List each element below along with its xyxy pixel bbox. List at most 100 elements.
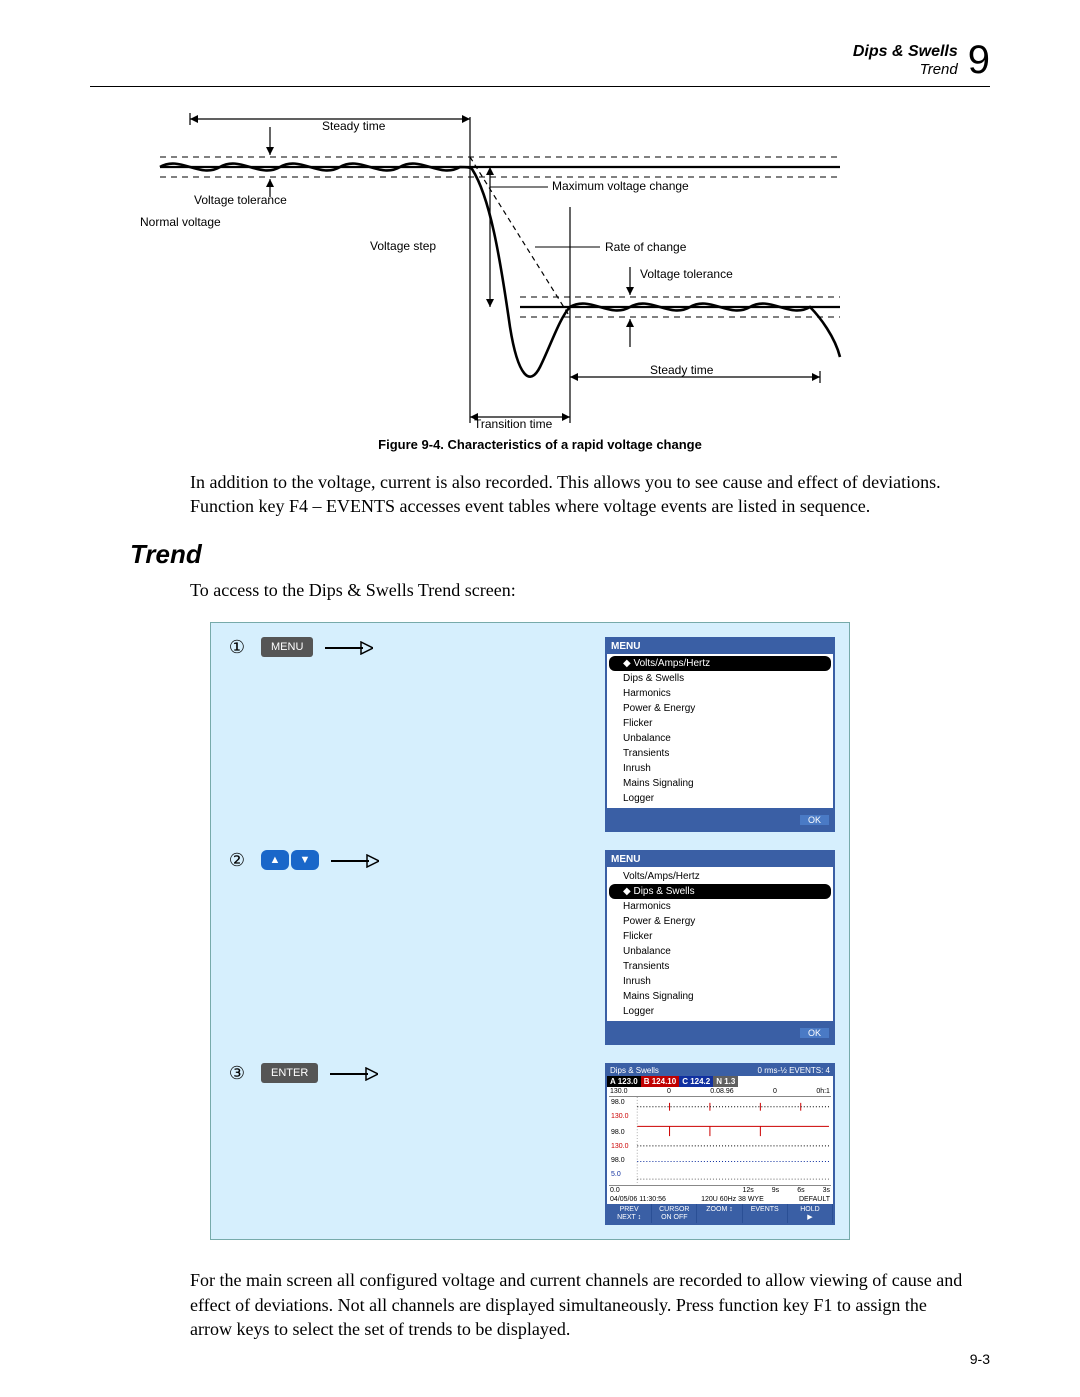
label-voltage-step: Voltage step: [370, 239, 436, 253]
menu-item[interactable]: Logger: [609, 791, 831, 806]
menu-item[interactable]: Transients: [609, 746, 831, 761]
trend-value-cell: N 1.3: [713, 1076, 738, 1087]
steps-box: ① MENU MENU ◆ Volts/Amps/HertzDips & Swe…: [210, 622, 850, 1240]
ok-button-1[interactable]: OK: [800, 815, 829, 825]
section-heading-trend: Trend: [130, 539, 990, 570]
menu-item[interactable]: Logger: [609, 1004, 831, 1019]
ok-button-2[interactable]: OK: [800, 1028, 829, 1038]
soft-key[interactable]: EVENTS: [743, 1204, 788, 1223]
trend-bottom-axis: 0.0 12s 9s 6s 3s: [607, 1186, 833, 1195]
trend-value-cell: A 123.0: [607, 1076, 641, 1087]
paragraph-2: To access to the Dips & Swells Trend scr…: [190, 578, 970, 602]
plot-y-label: 98.0: [611, 1157, 625, 1164]
soft-key[interactable]: CURSORON OFF: [652, 1204, 697, 1223]
axis-tick: 130.0: [610, 1088, 628, 1095]
axis-tick: 0: [773, 1088, 777, 1095]
step-number-1: ①: [225, 637, 249, 658]
menu-item[interactable]: Harmonics: [609, 686, 831, 701]
trend-value-cell: C 124.2: [679, 1076, 713, 1087]
figure-caption: Figure 9-4. Characteristics of a rapid v…: [90, 437, 990, 452]
menu-item[interactable]: ◆ Dips & Swells: [609, 884, 831, 899]
trend-title-left: Dips & Swells: [610, 1066, 659, 1075]
page-header: Dips & Swells Trend 9: [90, 40, 990, 87]
paragraph-1: In addition to the voltage, current is a…: [190, 470, 970, 519]
menu-list-2: Volts/Amps/Hertz◆ Dips & SwellsHarmonics…: [607, 867, 833, 1021]
menu-screen-1: MENU ◆ Volts/Amps/HertzDips & SwellsHarm…: [605, 637, 835, 832]
menu-item[interactable]: ◆ Volts/Amps/Hertz: [609, 656, 831, 671]
menu-item[interactable]: Harmonics: [609, 899, 831, 914]
label-normal-voltage: Normal voltage: [140, 215, 221, 229]
label-steady-time-bottom: Steady time: [650, 363, 713, 377]
menu-item[interactable]: Power & Energy: [609, 914, 831, 929]
axis-tick: 0: [667, 1088, 671, 1095]
trend-mode: DEFAULT: [799, 1196, 830, 1203]
menu-item[interactable]: Flicker: [609, 929, 831, 944]
plot-y-label: 98.0: [611, 1099, 625, 1106]
menu-button[interactable]: MENU: [261, 637, 313, 657]
menu-item[interactable]: Unbalance: [609, 944, 831, 959]
trend-screen: Dips & Swells 0 rms-½ EVENTS: 4 A 123.0B…: [605, 1063, 835, 1225]
soft-key[interactable]: ZOOM ↕: [697, 1204, 742, 1223]
trend-top-axis: 130.000.08.9600h:1: [607, 1087, 833, 1096]
soft-key[interactable]: HOLD▶: [788, 1204, 833, 1223]
ok-bar-1: OK: [607, 808, 833, 830]
header-text: Dips & Swells Trend: [853, 43, 958, 78]
plot-y-label: 130.0: [611, 1143, 629, 1150]
trend-plot: 98.0130.098.0130.098.05.0: [609, 1096, 831, 1186]
label-voltage-tolerance-top: Voltage tolerance: [194, 193, 287, 207]
arrow-keys[interactable]: ▲ ▼: [261, 850, 319, 870]
down-arrow-key[interactable]: ▼: [291, 850, 319, 870]
diagram-svg: [140, 107, 860, 427]
menu-item[interactable]: Mains Signaling: [609, 776, 831, 791]
menu-item[interactable]: Inrush: [609, 974, 831, 989]
label-transition-time: Transition time: [474, 417, 552, 431]
up-arrow-key[interactable]: ▲: [261, 850, 289, 870]
trend-value-cell: B 124.10: [641, 1076, 679, 1087]
menu-list-1: ◆ Volts/Amps/HertzDips & SwellsHarmonics…: [607, 654, 833, 808]
menu-item[interactable]: Dips & Swells: [609, 671, 831, 686]
menu-item[interactable]: Inrush: [609, 761, 831, 776]
trend-ticks: 12s 9s 6s 3s: [742, 1187, 830, 1194]
axis-tick: 3s: [823, 1187, 830, 1194]
axis-tick: 6s: [797, 1187, 804, 1194]
ok-bar-2: OK: [607, 1021, 833, 1043]
menu-screen-2: MENU Volts/Amps/Hertz◆ Dips & SwellsHarm…: [605, 850, 835, 1045]
menu-item[interactable]: Unbalance: [609, 731, 831, 746]
page-number: 9-3: [970, 1351, 990, 1367]
step-row-2: ② ▲ ▼ MENU Volts/Amps/Hertz◆ Dips & Swel…: [225, 850, 835, 1045]
plot-y-label: 130.0: [611, 1113, 629, 1120]
step-number-2: ②: [225, 850, 249, 871]
step-row-1: ① MENU MENU ◆ Volts/Amps/HertzDips & Swe…: [225, 637, 835, 832]
paragraph-3: For the main screen all configured volta…: [190, 1268, 970, 1341]
header-subtitle: Trend: [853, 61, 958, 78]
menu-item[interactable]: Power & Energy: [609, 701, 831, 716]
trend-clock: 120U 60Hz 38 WYE: [701, 1196, 764, 1203]
trend-timestamp: 04/05/06 11:30:56: [610, 1196, 666, 1203]
axis-tick: 12s: [742, 1187, 753, 1194]
label-rate-of-change: Rate of change: [605, 240, 686, 254]
arrow-icon: [325, 641, 373, 655]
menu-title-2: MENU: [607, 852, 833, 867]
menu-item[interactable]: Transients: [609, 959, 831, 974]
chapter-number: 9: [968, 40, 990, 80]
plot-y-label: 98.0: [611, 1129, 625, 1136]
axis-tick: 9s: [772, 1187, 779, 1194]
trend-fkeys: PREVNEXT ↕CURSORON OFFZOOM ↕EVENTSHOLD▶: [607, 1204, 833, 1223]
label-voltage-tolerance-bottom: Voltage tolerance: [640, 267, 733, 281]
trend-timestamp-row: 04/05/06 11:30:56 120U 60Hz 38 WYE DEFAU…: [607, 1195, 833, 1204]
trend-title-bar: Dips & Swells 0 rms-½ EVENTS: 4: [607, 1065, 833, 1076]
trend-title-right: 0 rms-½ EVENTS: 4: [758, 1066, 830, 1075]
voltage-change-diagram: Steady time Voltage tolerance Normal vol…: [140, 107, 860, 427]
menu-item[interactable]: Flicker: [609, 716, 831, 731]
trend-bottom-left: 0.0: [610, 1187, 620, 1194]
arrow-icon: [331, 854, 379, 868]
menu-item[interactable]: Volts/Amps/Hertz: [609, 869, 831, 884]
arrow-icon: [330, 1067, 378, 1081]
label-max-voltage-change: Maximum voltage change: [552, 179, 689, 193]
enter-button[interactable]: ENTER: [261, 1063, 318, 1083]
step-number-3: ③: [225, 1063, 249, 1084]
axis-tick: 0.08.96: [710, 1088, 733, 1095]
step-row-3: ③ ENTER Dips & Swells 0 rms-½ EVENTS: 4 …: [225, 1063, 835, 1225]
menu-item[interactable]: Mains Signaling: [609, 989, 831, 1004]
soft-key[interactable]: PREVNEXT ↕: [607, 1204, 652, 1223]
